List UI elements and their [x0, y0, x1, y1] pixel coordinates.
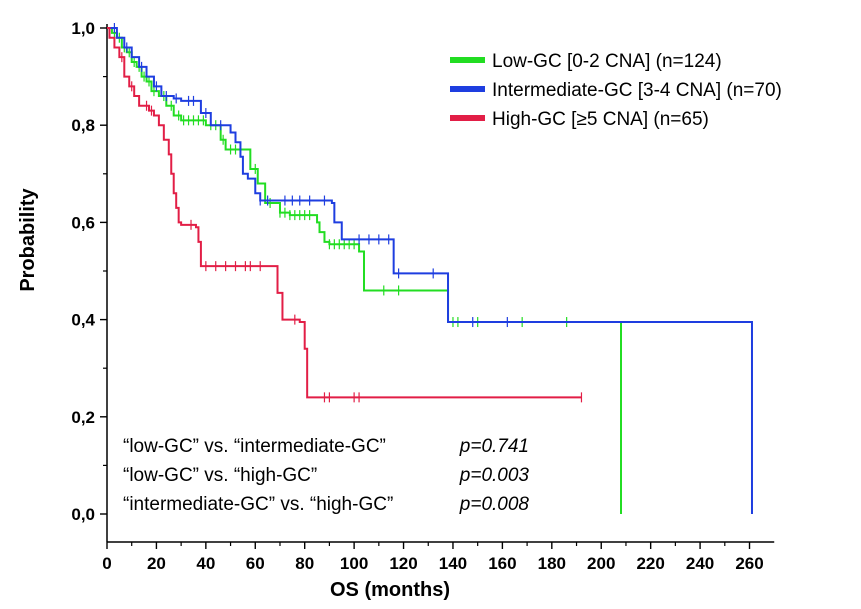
comparison-label: “low-GC” vs. “intermediate-GC” [123, 436, 386, 457]
x-tick-label: 140 [439, 554, 467, 573]
x-tick-label: 0 [102, 554, 111, 573]
legend-item: Low-GC [0-2 CNA] (n=124) [450, 51, 722, 72]
series-group [107, 23, 753, 514]
series-line [107, 27, 582, 399]
y-tick-label: 0,0 [71, 505, 95, 524]
legend-item: Intermediate-GC [3-4 CNA] (n=70) [450, 80, 782, 101]
legend-label: Low-GC [0-2 CNA] (n=124) [492, 51, 722, 72]
x-tick-label: 120 [389, 554, 417, 573]
legend-item: High-GC [≥5 CNA] (n=65) [450, 109, 709, 130]
annotation-row: “low-GC” vs. “intermediate-GC” p=0.741 [123, 436, 529, 457]
x-tick-label: 60 [246, 554, 265, 573]
x-axis-title: OS (months) [330, 579, 450, 601]
y-tick-label: 0,6 [71, 213, 95, 232]
y-tick-label: 1,0 [71, 19, 95, 38]
x-tick-label: 200 [587, 554, 615, 573]
x-tick-label: 160 [488, 554, 516, 573]
annotation-row: “intermediate-GC” vs. “high-GC” p=0.008 [123, 494, 529, 515]
p-value-label: p=0.008 [459, 494, 530, 515]
y-tick-label: 0,8 [71, 116, 95, 135]
series-group [107, 27, 583, 403]
x-tick-label: 180 [538, 554, 566, 573]
legend-label: High-GC [≥5 CNA] (n=65) [492, 109, 709, 130]
legend-label: Intermediate-GC [3-4 CNA] (n=70) [492, 80, 782, 101]
x-tick-label: 20 [147, 554, 166, 573]
x-tick-label: 80 [295, 554, 314, 573]
p-value-annotations: “low-GC” vs. “intermediate-GC” p=0.741“lo… [123, 436, 529, 515]
y-tick-label: 0,2 [71, 408, 95, 427]
comparison-label: “intermediate-GC” vs. “high-GC” [123, 494, 393, 515]
series-lines [107, 23, 753, 514]
p-value-label: p=0.003 [459, 465, 530, 486]
x-tick-label: 240 [686, 554, 714, 573]
p-value-label: p=0.741 [459, 436, 529, 457]
y-axis-title: Probability [17, 187, 39, 291]
legend: Low-GC [0-2 CNA] (n=124) Intermediate-GC … [450, 51, 782, 130]
x-tick-label: 40 [196, 554, 215, 573]
x-tick-label: 100 [340, 554, 368, 573]
x-tick-label: 260 [735, 554, 763, 573]
axes: 0 20 40 60 80 100 120 140 160 180 200 220 240 260 0,0 0… [71, 19, 775, 573]
x-tick-label: 220 [636, 554, 664, 573]
y-tick-label: 0,4 [71, 311, 95, 330]
comparison-label: “low-GC” vs. “high-GC” [123, 465, 317, 486]
annotation-row: “low-GC” vs. “high-GC” p=0.003 [123, 465, 529, 486]
